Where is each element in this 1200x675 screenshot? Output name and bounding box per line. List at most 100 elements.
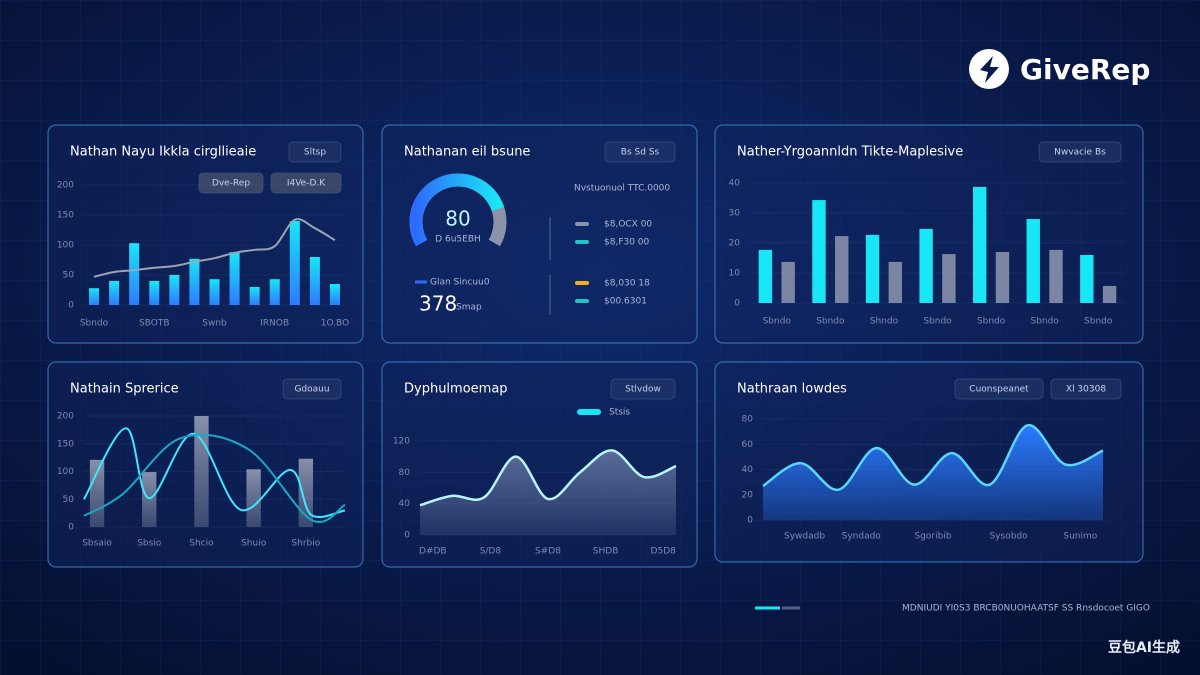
bar bbox=[835, 236, 849, 303]
bar bbox=[149, 281, 160, 305]
y-tick-label: 100 bbox=[57, 241, 74, 251]
x-tick-label: Sbndo bbox=[816, 317, 845, 327]
x-tick-label: Shrbio bbox=[291, 539, 320, 549]
line bbox=[419, 449, 677, 507]
x-tick-label: Sbndo bbox=[80, 319, 109, 329]
y-tick-label: 80 bbox=[742, 415, 754, 425]
bar bbox=[289, 221, 300, 305]
bar bbox=[194, 416, 209, 527]
list-title: Nvstuonuol TTC.0000 bbox=[574, 184, 670, 194]
x-tick-label: Sunimo bbox=[1063, 532, 1097, 542]
button bbox=[610, 378, 676, 400]
x-tick-label: Shndo bbox=[870, 317, 899, 327]
legend-label: Stsis bbox=[609, 408, 630, 418]
item-swatch bbox=[575, 240, 589, 244]
button bbox=[270, 172, 342, 194]
y-tick-label: 0 bbox=[404, 531, 410, 541]
panel: Nathain Sprerice Gdoauu 0 50 100 150 200 Sbsaio… bbox=[47, 361, 364, 568]
panel-title: Nathan Nayu Ikkla cirgllieaie bbox=[70, 145, 256, 160]
y-tick-label: 0 bbox=[68, 301, 74, 311]
x-tick-label: Sbsaio bbox=[82, 539, 112, 549]
bar bbox=[1080, 255, 1094, 303]
bar bbox=[865, 234, 880, 303]
panel: Nathanan eil bsune Bs Sd Ss 80 D 6u5EBH Glan… bbox=[381, 124, 698, 344]
item-label: $8,F30 00 bbox=[604, 238, 650, 248]
y-tick-label: 20 bbox=[729, 239, 741, 249]
bar bbox=[1026, 219, 1040, 303]
x-tick-label: Sbndo bbox=[977, 317, 1006, 327]
bar bbox=[246, 469, 261, 527]
button bbox=[288, 141, 342, 163]
button-label: Dve-Rep bbox=[212, 179, 250, 189]
x-tick-label: Sysobdo bbox=[989, 532, 1028, 542]
x-tick-label: S/D8 bbox=[480, 547, 502, 557]
button bbox=[604, 141, 676, 163]
bar bbox=[89, 288, 100, 305]
y-tick-label: 30 bbox=[729, 209, 741, 219]
x-tick-label: SHDB bbox=[593, 547, 619, 557]
panel-title: Dyphulmoemap bbox=[404, 382, 508, 397]
bar bbox=[269, 279, 280, 305]
total-label: Glan Sincuu0 bbox=[430, 278, 490, 288]
button bbox=[1050, 378, 1122, 400]
total-value: 378 bbox=[419, 292, 457, 316]
y-tick-label: 0 bbox=[734, 299, 740, 309]
x-tick-label: Swnb bbox=[202, 319, 227, 329]
watermark: 豆包AI生成 bbox=[1108, 639, 1180, 656]
button-label: Stlvdow bbox=[625, 385, 661, 395]
panel-title: Nathanan eil bsune bbox=[404, 145, 530, 160]
gauge-sub: D 6u5EBH bbox=[435, 235, 481, 245]
gauge-number: 80 bbox=[445, 207, 470, 231]
bar bbox=[329, 284, 340, 305]
x-tick-label: Sgoribib bbox=[914, 532, 951, 542]
x-tick-label: Sbsio bbox=[137, 539, 162, 549]
logo: GiveRep bbox=[969, 49, 1150, 89]
y-tick-label: 60 bbox=[742, 440, 754, 450]
bar bbox=[129, 243, 140, 305]
button-label: I4Ve-D.K bbox=[287, 179, 326, 189]
bar bbox=[169, 275, 180, 305]
button bbox=[198, 172, 264, 194]
x-tick-label: D#DB bbox=[419, 547, 447, 557]
x-tick-label: D5D8 bbox=[651, 547, 677, 557]
bar bbox=[1049, 249, 1063, 303]
item-swatch bbox=[575, 281, 589, 285]
bar bbox=[209, 279, 220, 305]
y-tick-label: 40 bbox=[729, 179, 741, 189]
x-tick-label: Sywdadb bbox=[784, 532, 825, 542]
item-swatch bbox=[575, 299, 589, 303]
x-tick-label: 1O.BO bbox=[321, 319, 349, 329]
x-tick-label: Shcio bbox=[189, 539, 214, 549]
bar bbox=[109, 281, 120, 305]
button bbox=[282, 378, 342, 400]
y-tick-label: 50 bbox=[63, 495, 75, 505]
item-label: $8,030 18 bbox=[604, 279, 650, 289]
button-label: Gdoauu bbox=[294, 385, 329, 395]
line bbox=[762, 424, 1104, 491]
y-tick-label: 80 bbox=[399, 468, 411, 478]
y-tick-label: 200 bbox=[57, 181, 74, 191]
y-tick-label: 150 bbox=[57, 211, 74, 221]
x-tick-label: Sbndo bbox=[923, 317, 952, 327]
x-tick-label: IRNOB bbox=[260, 319, 289, 329]
y-tick-label: 40 bbox=[742, 465, 754, 475]
item-label: $8,OCX 00 bbox=[604, 220, 652, 230]
bar bbox=[995, 252, 1010, 303]
bar bbox=[1102, 285, 1117, 303]
y-tick-label: 40 bbox=[399, 499, 411, 509]
bar bbox=[189, 258, 200, 305]
bar bbox=[142, 472, 157, 527]
bar bbox=[942, 254, 956, 303]
panel-title: Nathraan lowdes bbox=[737, 382, 847, 397]
brand: GiveRep bbox=[1020, 53, 1150, 86]
x-tick-label: SBOTB bbox=[139, 319, 170, 329]
y-tick-label: 20 bbox=[742, 490, 754, 500]
bar bbox=[298, 458, 314, 527]
button-label: Bs Sd Ss bbox=[621, 148, 660, 158]
bar bbox=[812, 200, 826, 303]
x-tick-label: Shuio bbox=[241, 539, 267, 549]
line bbox=[83, 433, 346, 523]
panel: Nathraan lowdes Xl 30308 Cuonspeanet 0 20 40 6… bbox=[714, 361, 1144, 563]
y-tick-label: 100 bbox=[57, 467, 74, 477]
